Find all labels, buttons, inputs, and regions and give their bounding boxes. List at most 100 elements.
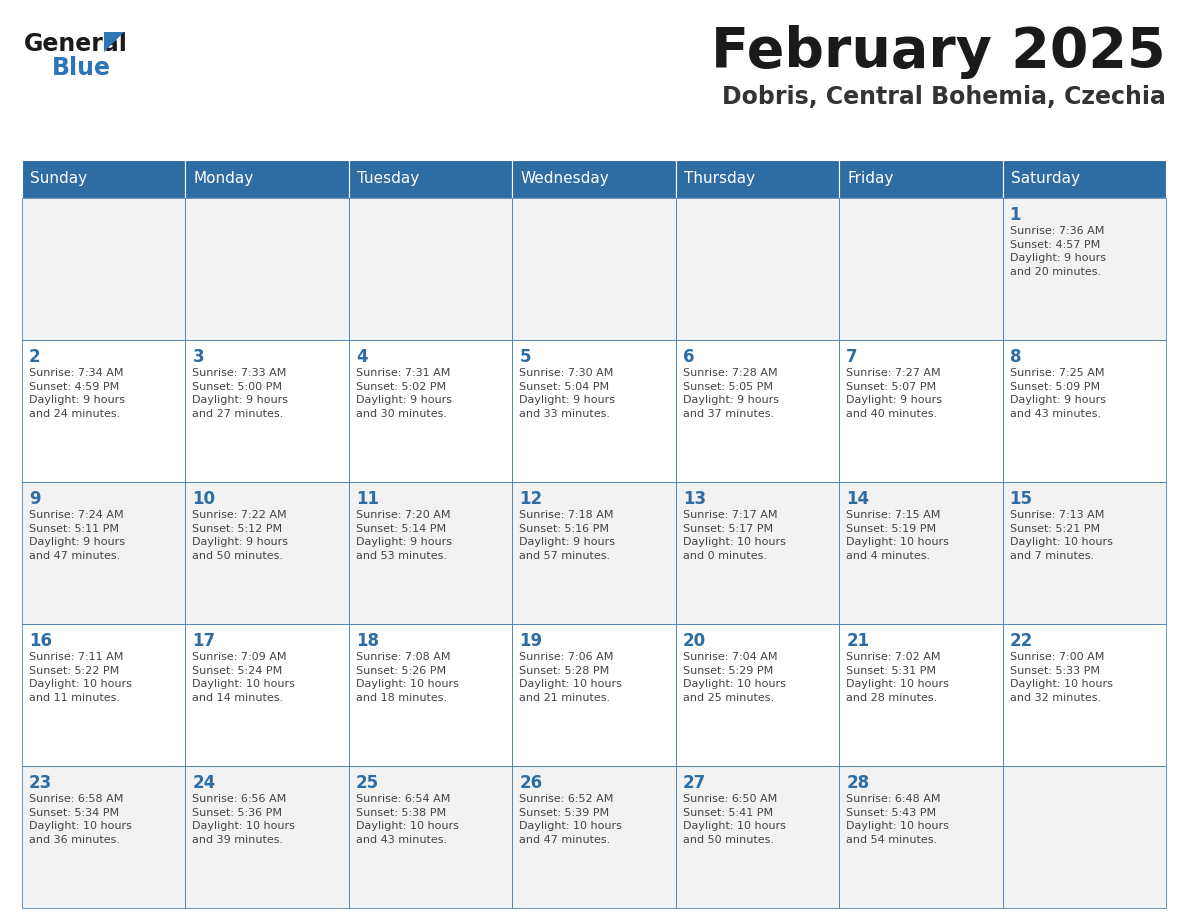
Text: Sunrise: 7:31 AM
Sunset: 5:02 PM
Daylight: 9 hours
and 30 minutes.: Sunrise: 7:31 AM Sunset: 5:02 PM Dayligh… — [356, 368, 451, 419]
Text: Sunrise: 7:00 AM
Sunset: 5:33 PM
Daylight: 10 hours
and 32 minutes.: Sunrise: 7:00 AM Sunset: 5:33 PM Dayligh… — [1010, 652, 1112, 703]
Text: 21: 21 — [846, 632, 870, 650]
Bar — [185, 340, 349, 482]
Text: Tuesday: Tuesday — [356, 172, 419, 186]
Text: 23: 23 — [29, 774, 52, 792]
Bar — [1003, 766, 1165, 908]
Text: Sunrise: 7:09 AM
Sunset: 5:24 PM
Daylight: 10 hours
and 14 minutes.: Sunrise: 7:09 AM Sunset: 5:24 PM Dayligh… — [192, 652, 296, 703]
Text: 26: 26 — [519, 774, 543, 792]
Text: Sunrise: 7:30 AM
Sunset: 5:04 PM
Daylight: 9 hours
and 33 minutes.: Sunrise: 7:30 AM Sunset: 5:04 PM Dayligh… — [519, 368, 615, 419]
Text: Sunrise: 6:50 AM
Sunset: 5:41 PM
Daylight: 10 hours
and 50 minutes.: Sunrise: 6:50 AM Sunset: 5:41 PM Dayligh… — [683, 794, 785, 845]
Text: 10: 10 — [192, 490, 215, 508]
Text: 19: 19 — [519, 632, 543, 650]
Text: 28: 28 — [846, 774, 870, 792]
Bar — [839, 482, 1003, 624]
Bar — [839, 624, 1003, 766]
Text: Sunrise: 6:56 AM
Sunset: 5:36 PM
Daylight: 10 hours
and 39 minutes.: Sunrise: 6:56 AM Sunset: 5:36 PM Dayligh… — [192, 794, 296, 845]
Bar — [349, 160, 512, 198]
Bar — [839, 340, 1003, 482]
Bar — [1003, 482, 1165, 624]
Bar — [349, 340, 512, 482]
Bar — [23, 766, 185, 908]
Bar — [676, 198, 839, 340]
Text: Sunrise: 7:15 AM
Sunset: 5:19 PM
Daylight: 10 hours
and 4 minutes.: Sunrise: 7:15 AM Sunset: 5:19 PM Dayligh… — [846, 510, 949, 561]
Bar — [512, 482, 676, 624]
Bar — [185, 160, 349, 198]
Text: Thursday: Thursday — [684, 172, 754, 186]
Text: Sunrise: 6:48 AM
Sunset: 5:43 PM
Daylight: 10 hours
and 54 minutes.: Sunrise: 6:48 AM Sunset: 5:43 PM Dayligh… — [846, 794, 949, 845]
Bar — [349, 766, 512, 908]
Text: Sunrise: 7:04 AM
Sunset: 5:29 PM
Daylight: 10 hours
and 25 minutes.: Sunrise: 7:04 AM Sunset: 5:29 PM Dayligh… — [683, 652, 785, 703]
Bar — [1003, 340, 1165, 482]
Text: Sunrise: 7:13 AM
Sunset: 5:21 PM
Daylight: 10 hours
and 7 minutes.: Sunrise: 7:13 AM Sunset: 5:21 PM Dayligh… — [1010, 510, 1112, 561]
Text: Sunrise: 7:36 AM
Sunset: 4:57 PM
Daylight: 9 hours
and 20 minutes.: Sunrise: 7:36 AM Sunset: 4:57 PM Dayligh… — [1010, 226, 1106, 277]
Text: 25: 25 — [356, 774, 379, 792]
Bar — [1003, 160, 1165, 198]
Text: 1: 1 — [1010, 206, 1020, 224]
Text: Sunrise: 6:54 AM
Sunset: 5:38 PM
Daylight: 10 hours
and 43 minutes.: Sunrise: 6:54 AM Sunset: 5:38 PM Dayligh… — [356, 794, 459, 845]
Bar — [349, 482, 512, 624]
Text: Friday: Friday — [847, 172, 893, 186]
Bar — [349, 624, 512, 766]
Bar — [676, 340, 839, 482]
Text: Sunrise: 7:34 AM
Sunset: 4:59 PM
Daylight: 9 hours
and 24 minutes.: Sunrise: 7:34 AM Sunset: 4:59 PM Dayligh… — [29, 368, 125, 419]
Text: 5: 5 — [519, 348, 531, 366]
Bar — [512, 766, 676, 908]
Bar — [23, 482, 185, 624]
Text: 8: 8 — [1010, 348, 1020, 366]
Text: 11: 11 — [356, 490, 379, 508]
Bar — [676, 482, 839, 624]
Bar — [23, 624, 185, 766]
Text: 13: 13 — [683, 490, 706, 508]
Text: February 2025: February 2025 — [712, 25, 1165, 79]
Text: Sunrise: 7:17 AM
Sunset: 5:17 PM
Daylight: 10 hours
and 0 minutes.: Sunrise: 7:17 AM Sunset: 5:17 PM Dayligh… — [683, 510, 785, 561]
Text: Sunrise: 7:33 AM
Sunset: 5:00 PM
Daylight: 9 hours
and 27 minutes.: Sunrise: 7:33 AM Sunset: 5:00 PM Dayligh… — [192, 368, 289, 419]
Bar — [512, 624, 676, 766]
Bar — [512, 198, 676, 340]
Bar — [349, 198, 512, 340]
Bar — [185, 766, 349, 908]
Text: 24: 24 — [192, 774, 216, 792]
Polygon shape — [105, 32, 124, 52]
Text: Sunrise: 7:06 AM
Sunset: 5:28 PM
Daylight: 10 hours
and 21 minutes.: Sunrise: 7:06 AM Sunset: 5:28 PM Dayligh… — [519, 652, 623, 703]
Bar — [839, 766, 1003, 908]
Text: Saturday: Saturday — [1011, 172, 1080, 186]
Text: Monday: Monday — [194, 172, 254, 186]
Text: 20: 20 — [683, 632, 706, 650]
Text: 14: 14 — [846, 490, 870, 508]
Bar — [23, 160, 185, 198]
Text: 16: 16 — [29, 632, 52, 650]
Text: Sunrise: 7:28 AM
Sunset: 5:05 PM
Daylight: 9 hours
and 37 minutes.: Sunrise: 7:28 AM Sunset: 5:05 PM Dayligh… — [683, 368, 778, 419]
Bar — [185, 198, 349, 340]
Bar — [185, 482, 349, 624]
Text: 17: 17 — [192, 632, 215, 650]
Text: 2: 2 — [29, 348, 40, 366]
Bar — [1003, 624, 1165, 766]
Bar — [676, 624, 839, 766]
Bar — [839, 160, 1003, 198]
Text: Sunrise: 7:25 AM
Sunset: 5:09 PM
Daylight: 9 hours
and 43 minutes.: Sunrise: 7:25 AM Sunset: 5:09 PM Dayligh… — [1010, 368, 1106, 419]
Text: Wednesday: Wednesday — [520, 172, 609, 186]
Bar — [839, 198, 1003, 340]
Text: Blue: Blue — [52, 56, 110, 80]
Bar — [676, 766, 839, 908]
Bar — [185, 624, 349, 766]
Text: 18: 18 — [356, 632, 379, 650]
Text: Dobris, Central Bohemia, Czechia: Dobris, Central Bohemia, Czechia — [722, 85, 1165, 109]
Text: Sunrise: 7:20 AM
Sunset: 5:14 PM
Daylight: 9 hours
and 53 minutes.: Sunrise: 7:20 AM Sunset: 5:14 PM Dayligh… — [356, 510, 451, 561]
Text: 15: 15 — [1010, 490, 1032, 508]
Text: Sunrise: 7:18 AM
Sunset: 5:16 PM
Daylight: 9 hours
and 57 minutes.: Sunrise: 7:18 AM Sunset: 5:16 PM Dayligh… — [519, 510, 615, 561]
Text: Sunrise: 6:52 AM
Sunset: 5:39 PM
Daylight: 10 hours
and 47 minutes.: Sunrise: 6:52 AM Sunset: 5:39 PM Dayligh… — [519, 794, 623, 845]
Text: Sunrise: 7:22 AM
Sunset: 5:12 PM
Daylight: 9 hours
and 50 minutes.: Sunrise: 7:22 AM Sunset: 5:12 PM Dayligh… — [192, 510, 289, 561]
Bar — [23, 198, 185, 340]
Text: 12: 12 — [519, 490, 543, 508]
Bar — [23, 340, 185, 482]
Text: 9: 9 — [29, 490, 40, 508]
Text: 3: 3 — [192, 348, 204, 366]
Text: Sunrise: 7:08 AM
Sunset: 5:26 PM
Daylight: 10 hours
and 18 minutes.: Sunrise: 7:08 AM Sunset: 5:26 PM Dayligh… — [356, 652, 459, 703]
Bar — [512, 340, 676, 482]
Bar — [676, 160, 839, 198]
Text: Sunday: Sunday — [30, 172, 87, 186]
Text: Sunrise: 6:58 AM
Sunset: 5:34 PM
Daylight: 10 hours
and 36 minutes.: Sunrise: 6:58 AM Sunset: 5:34 PM Dayligh… — [29, 794, 132, 845]
Text: Sunrise: 7:27 AM
Sunset: 5:07 PM
Daylight: 9 hours
and 40 minutes.: Sunrise: 7:27 AM Sunset: 5:07 PM Dayligh… — [846, 368, 942, 419]
Text: Sunrise: 7:24 AM
Sunset: 5:11 PM
Daylight: 9 hours
and 47 minutes.: Sunrise: 7:24 AM Sunset: 5:11 PM Dayligh… — [29, 510, 125, 561]
